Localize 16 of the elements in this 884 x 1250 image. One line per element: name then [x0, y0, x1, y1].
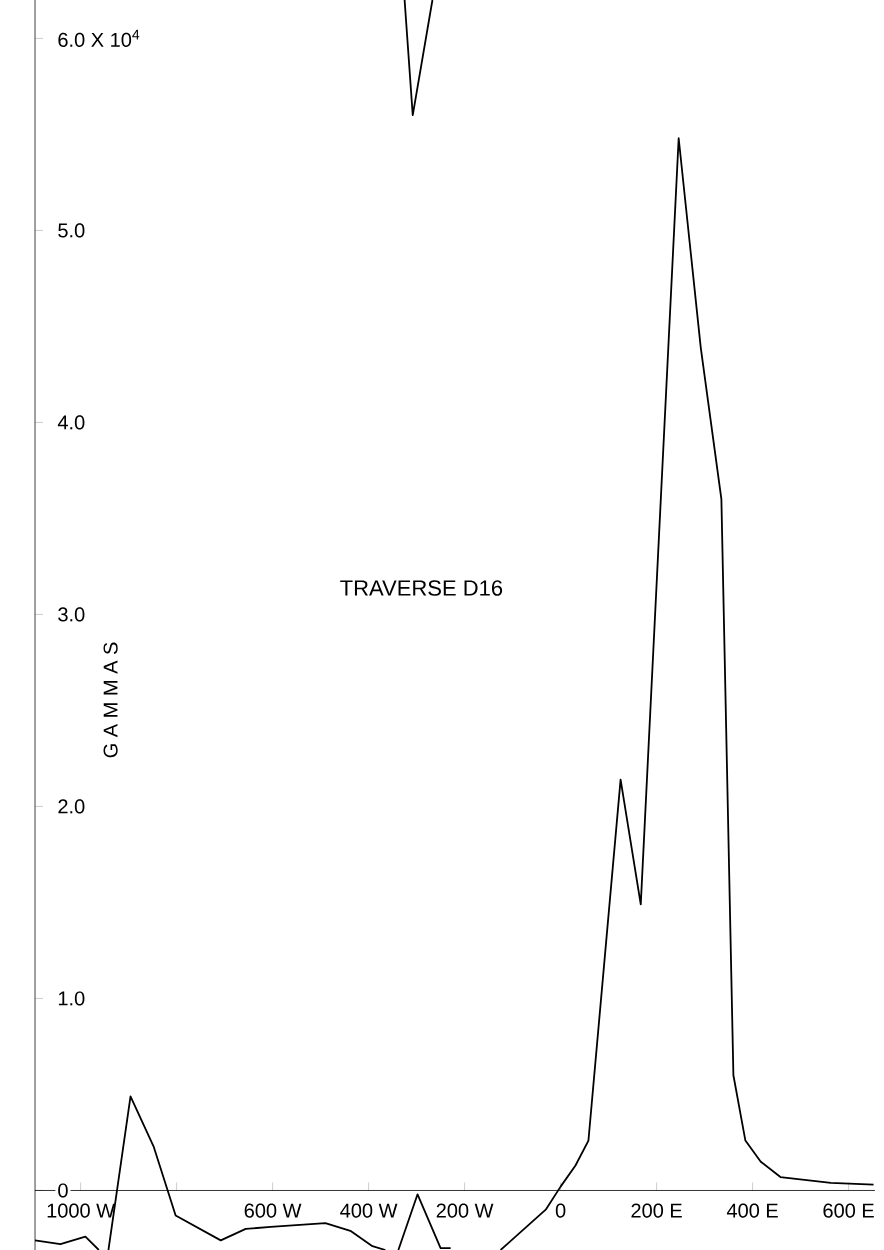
y-tick-label: 2.0 [58, 799, 85, 814]
x-tick-label: 600 E [823, 1203, 874, 1218]
x-tick-label: 200 W [436, 1203, 494, 1218]
x-tick-label: 600 W [244, 1203, 302, 1218]
y-tick-label: 6.0 X 10$^{4}$ [58, 29, 140, 47]
y-tick-label: 3.0 [58, 607, 85, 622]
text: TRAVERSE D16 [340, 580, 503, 596]
x-tick-label: 0 [555, 1203, 566, 1218]
y-tick-label: 1.0 [58, 991, 85, 1006]
x-tick-label: 200 E [631, 1203, 682, 1218]
y-tick-label: 0 [58, 1183, 68, 1198]
x-tick-label: 400 E [726, 1203, 778, 1218]
x-tick-label: 400 W [340, 1203, 398, 1218]
y-tick-label: 4.0 [57, 415, 85, 430]
y-axis-title: G A M M A S [103, 642, 118, 758]
y-tick-label: 5.0 [58, 223, 85, 238]
